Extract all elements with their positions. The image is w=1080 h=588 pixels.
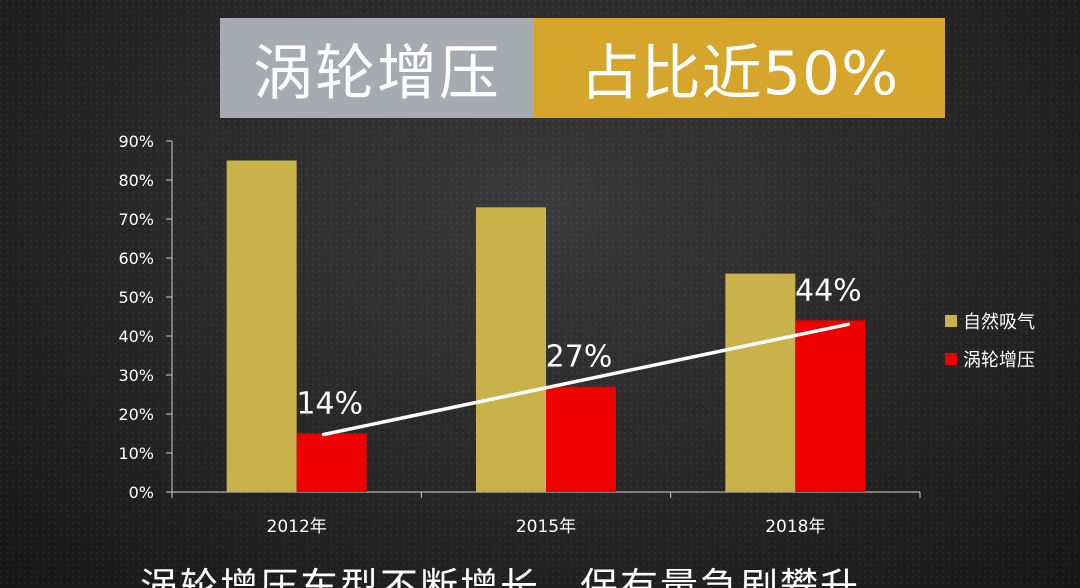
trend-line bbox=[321, 322, 851, 437]
data-label: 27% bbox=[546, 340, 613, 375]
title-right: 占比近50% bbox=[534, 18, 945, 118]
legend: 自然吸气 涡轮增压 bbox=[945, 308, 1035, 384]
y-tick-label: 70% bbox=[118, 210, 154, 229]
legend-swatch-natural bbox=[945, 315, 957, 327]
y-tick-label: 30% bbox=[118, 366, 154, 385]
legend-item-natural: 自然吸气 bbox=[945, 308, 1035, 334]
y-tick-label: 80% bbox=[118, 171, 154, 190]
caption: 涡轮增压车型不断增长，保有量急剧攀升 bbox=[140, 565, 861, 588]
bar-natural bbox=[226, 160, 297, 492]
bar-turbo bbox=[795, 320, 866, 492]
title-left: 涡轮增压 bbox=[220, 18, 534, 118]
x-tick-label: 2018年 bbox=[765, 517, 825, 537]
y-tick-label: 90% bbox=[118, 132, 154, 151]
y-tick-label: 20% bbox=[118, 405, 154, 424]
y-tick-label: 40% bbox=[118, 327, 154, 346]
legend-swatch-turbo bbox=[945, 353, 957, 365]
data-label: 14% bbox=[296, 387, 363, 422]
bar-turbo bbox=[546, 386, 616, 492]
y-tick-label: 10% bbox=[118, 444, 154, 463]
x-tick-label: 2012年 bbox=[267, 517, 327, 537]
y-tick-label: 0% bbox=[129, 483, 154, 502]
bar-natural bbox=[725, 273, 796, 492]
title-banner: 涡轮增压 占比近50% bbox=[220, 18, 945, 118]
legend-label-natural: 自然吸气 bbox=[963, 312, 1035, 333]
y-tick-label: 60% bbox=[118, 249, 154, 268]
legend-label-turbo: 涡轮增压 bbox=[963, 350, 1035, 371]
bar-turbo bbox=[296, 433, 367, 492]
x-tick-label: 2015年 bbox=[516, 517, 576, 537]
y-tick-label: 50% bbox=[118, 288, 154, 307]
legend-item-turbo: 涡轮增压 bbox=[945, 346, 1035, 372]
data-label: 44% bbox=[795, 273, 862, 308]
bar-natural bbox=[476, 207, 546, 493]
